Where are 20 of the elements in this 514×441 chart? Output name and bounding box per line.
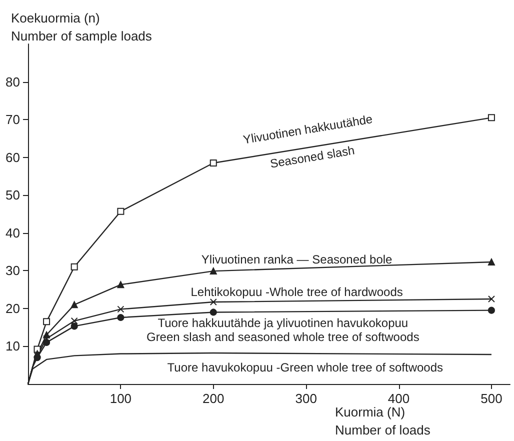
x-tick-label: 200 xyxy=(202,391,224,406)
y-tick-label: 80 xyxy=(6,74,20,90)
series-label: Tuore hakkuutähde ja ylivuotinen havukokopuu Green slash and seasoned whole tree of softwoods xyxy=(146,316,420,344)
y-tick-label: 50 xyxy=(6,188,20,203)
series-label: Ylivuotinen ranka — Seasoned bole xyxy=(201,252,393,266)
x-tick-label: 500 xyxy=(480,391,502,406)
y-tick-label: 10 xyxy=(6,338,20,354)
y-tick-label: 30 xyxy=(6,263,20,278)
series-label: Tuore havukokopuu -Green whole tree of softwoods xyxy=(167,360,444,375)
y-axis-title: Koekuormia (n) Number of sample loads xyxy=(11,10,152,44)
x-tick-label: 400 xyxy=(388,391,410,406)
series-label: Lehtikokopuu -Whole tree of hardwoods xyxy=(190,285,403,300)
y-tick-label: 20 xyxy=(6,300,20,316)
x-axis-title: Kuormia (N) Number of loads xyxy=(335,404,431,438)
x-tick-label: 100 xyxy=(110,391,132,406)
text: Ylivuotinen hakkuutähde Seasoned slash xyxy=(242,112,374,171)
y-tick-label: 70 xyxy=(6,112,20,128)
x-tick-label: 300 xyxy=(295,391,317,406)
y-tick-label: 60 xyxy=(6,150,20,165)
y-tick-label: 40 xyxy=(6,225,20,240)
